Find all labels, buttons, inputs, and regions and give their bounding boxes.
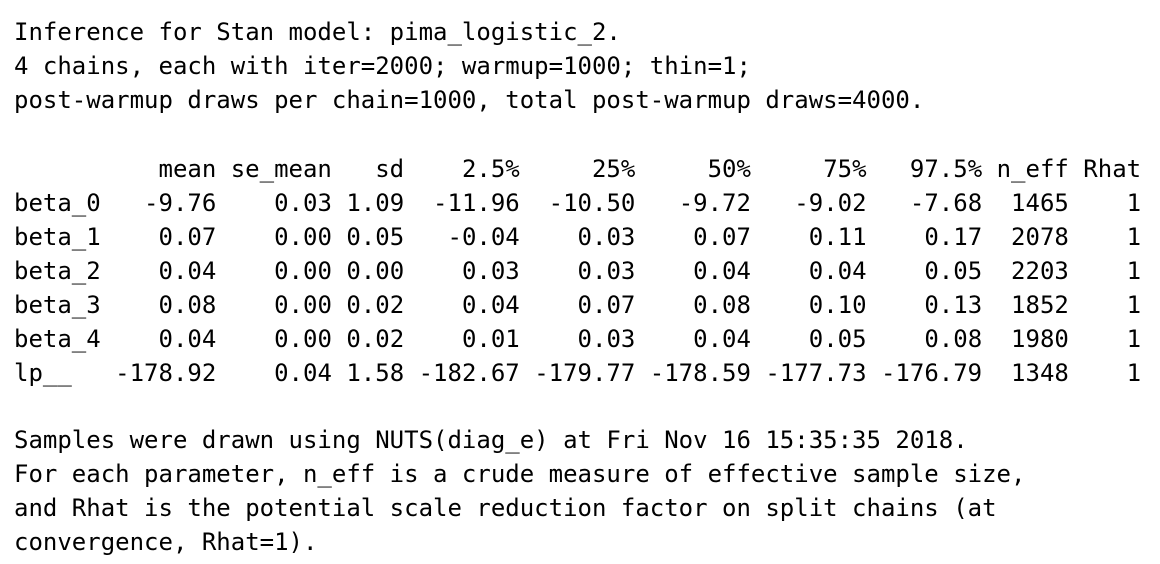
table-cell: -178.59 [650,359,751,387]
table-cell: -177.73 [765,359,866,387]
table-cell: 0.03 [578,257,636,285]
table-cell: 0.03 [274,189,332,217]
column-header: 97.5% [910,155,983,183]
table-cell: 0.04 [274,359,332,387]
table-cell: 1.09 [346,189,404,217]
table-cell: 0.03 [462,257,520,285]
row-name: beta_1 [14,223,101,251]
column-header: 25% [592,155,636,183]
table-cell: -10.50 [549,189,636,217]
table-cell: -179.77 [534,359,635,387]
table-cell: 0.00 [274,257,332,285]
table-cell: 2203 [1011,257,1069,285]
footer-line: For each parameter, n_eff is a crude mea… [14,460,1025,488]
table-cell: -7.68 [910,189,982,217]
table-cell: 0.00 [346,257,404,285]
table-cell: 0.00 [274,291,332,319]
table-cell: 0.08 [693,291,751,319]
table-cell: 2078 [1011,223,1069,251]
table-cell: 0.04 [693,325,751,353]
footer-line: and Rhat is the potential scale reductio… [14,494,997,522]
column-header: sd [375,155,404,183]
row-name: beta_3 [14,291,101,319]
table-cell: 0.08 [159,291,217,319]
table-cell: 0.04 [693,257,751,285]
table-cell: 0.05 [346,223,404,251]
table-cell: 1.58 [346,359,404,387]
table-cell: 0.17 [924,223,982,251]
table-cell: 1 [1127,325,1141,353]
table-cell: 1852 [1011,291,1069,319]
table-cell: 0.05 [924,257,982,285]
table-cell: 0.13 [924,291,982,319]
table-cell: 1465 [1011,189,1069,217]
table-cell: 0.04 [159,325,217,353]
row-name: beta_0 [14,189,101,217]
table-cell: -176.79 [881,359,982,387]
table-cell: 0.00 [274,325,332,353]
footer-line: Samples were drawn using NUTS(diag_e) at… [14,426,968,454]
row-name: beta_2 [14,257,101,285]
table-cell: 1980 [1011,325,1069,353]
table-cell: -11.96 [433,189,520,217]
table-cell: -9.02 [794,189,866,217]
row-name: lp__ [14,359,72,387]
table-cell: 0.04 [462,291,520,319]
table-cell: 0.04 [809,257,867,285]
column-header: 50% [708,155,752,183]
column-header: se_mean [231,155,332,183]
table-cell: 0.07 [693,223,751,251]
header-line: 4 chains, each with iter=2000; warmup=10… [14,52,751,80]
column-header: 2.5% [462,155,520,183]
table-cell: 0.04 [159,257,217,285]
table-cell: 0.00 [274,223,332,251]
table-cell: 0.08 [924,325,982,353]
table-cell: 1 [1127,223,1141,251]
table-cell: 0.03 [578,223,636,251]
table-cell: 0.07 [159,223,217,251]
table-cell: 1 [1127,189,1141,217]
table-cell: 1 [1127,359,1141,387]
table-cell: -178.92 [115,359,216,387]
header-line: post-warmup draws per chain=1000, total … [14,86,924,114]
table-cell: 0.02 [346,291,404,319]
table-cell: 1348 [1011,359,1069,387]
footer-line: convergence, Rhat=1). [14,528,317,556]
table-cell: 1 [1127,257,1141,285]
table-cell: 0.02 [346,325,404,353]
table-cell: -9.72 [679,189,751,217]
row-name: beta_4 [14,325,101,353]
table-cell: -9.76 [144,189,216,217]
column-header: mean [159,155,217,183]
table-cell: 0.11 [809,223,867,251]
table-cell: -0.04 [448,223,520,251]
table-cell: 0.05 [809,325,867,353]
table-cell: 0.03 [578,325,636,353]
column-header: 75% [823,155,867,183]
table-cell: 1 [1127,291,1141,319]
header-line: Inference for Stan model: pima_logistic_… [14,18,621,46]
table-cell: 0.01 [462,325,520,353]
column-header: n_eff [997,155,1069,183]
table-cell: 0.07 [578,291,636,319]
table-cell: -182.67 [419,359,520,387]
column-header: Rhat [1083,155,1141,183]
table-cell: 0.10 [809,291,867,319]
